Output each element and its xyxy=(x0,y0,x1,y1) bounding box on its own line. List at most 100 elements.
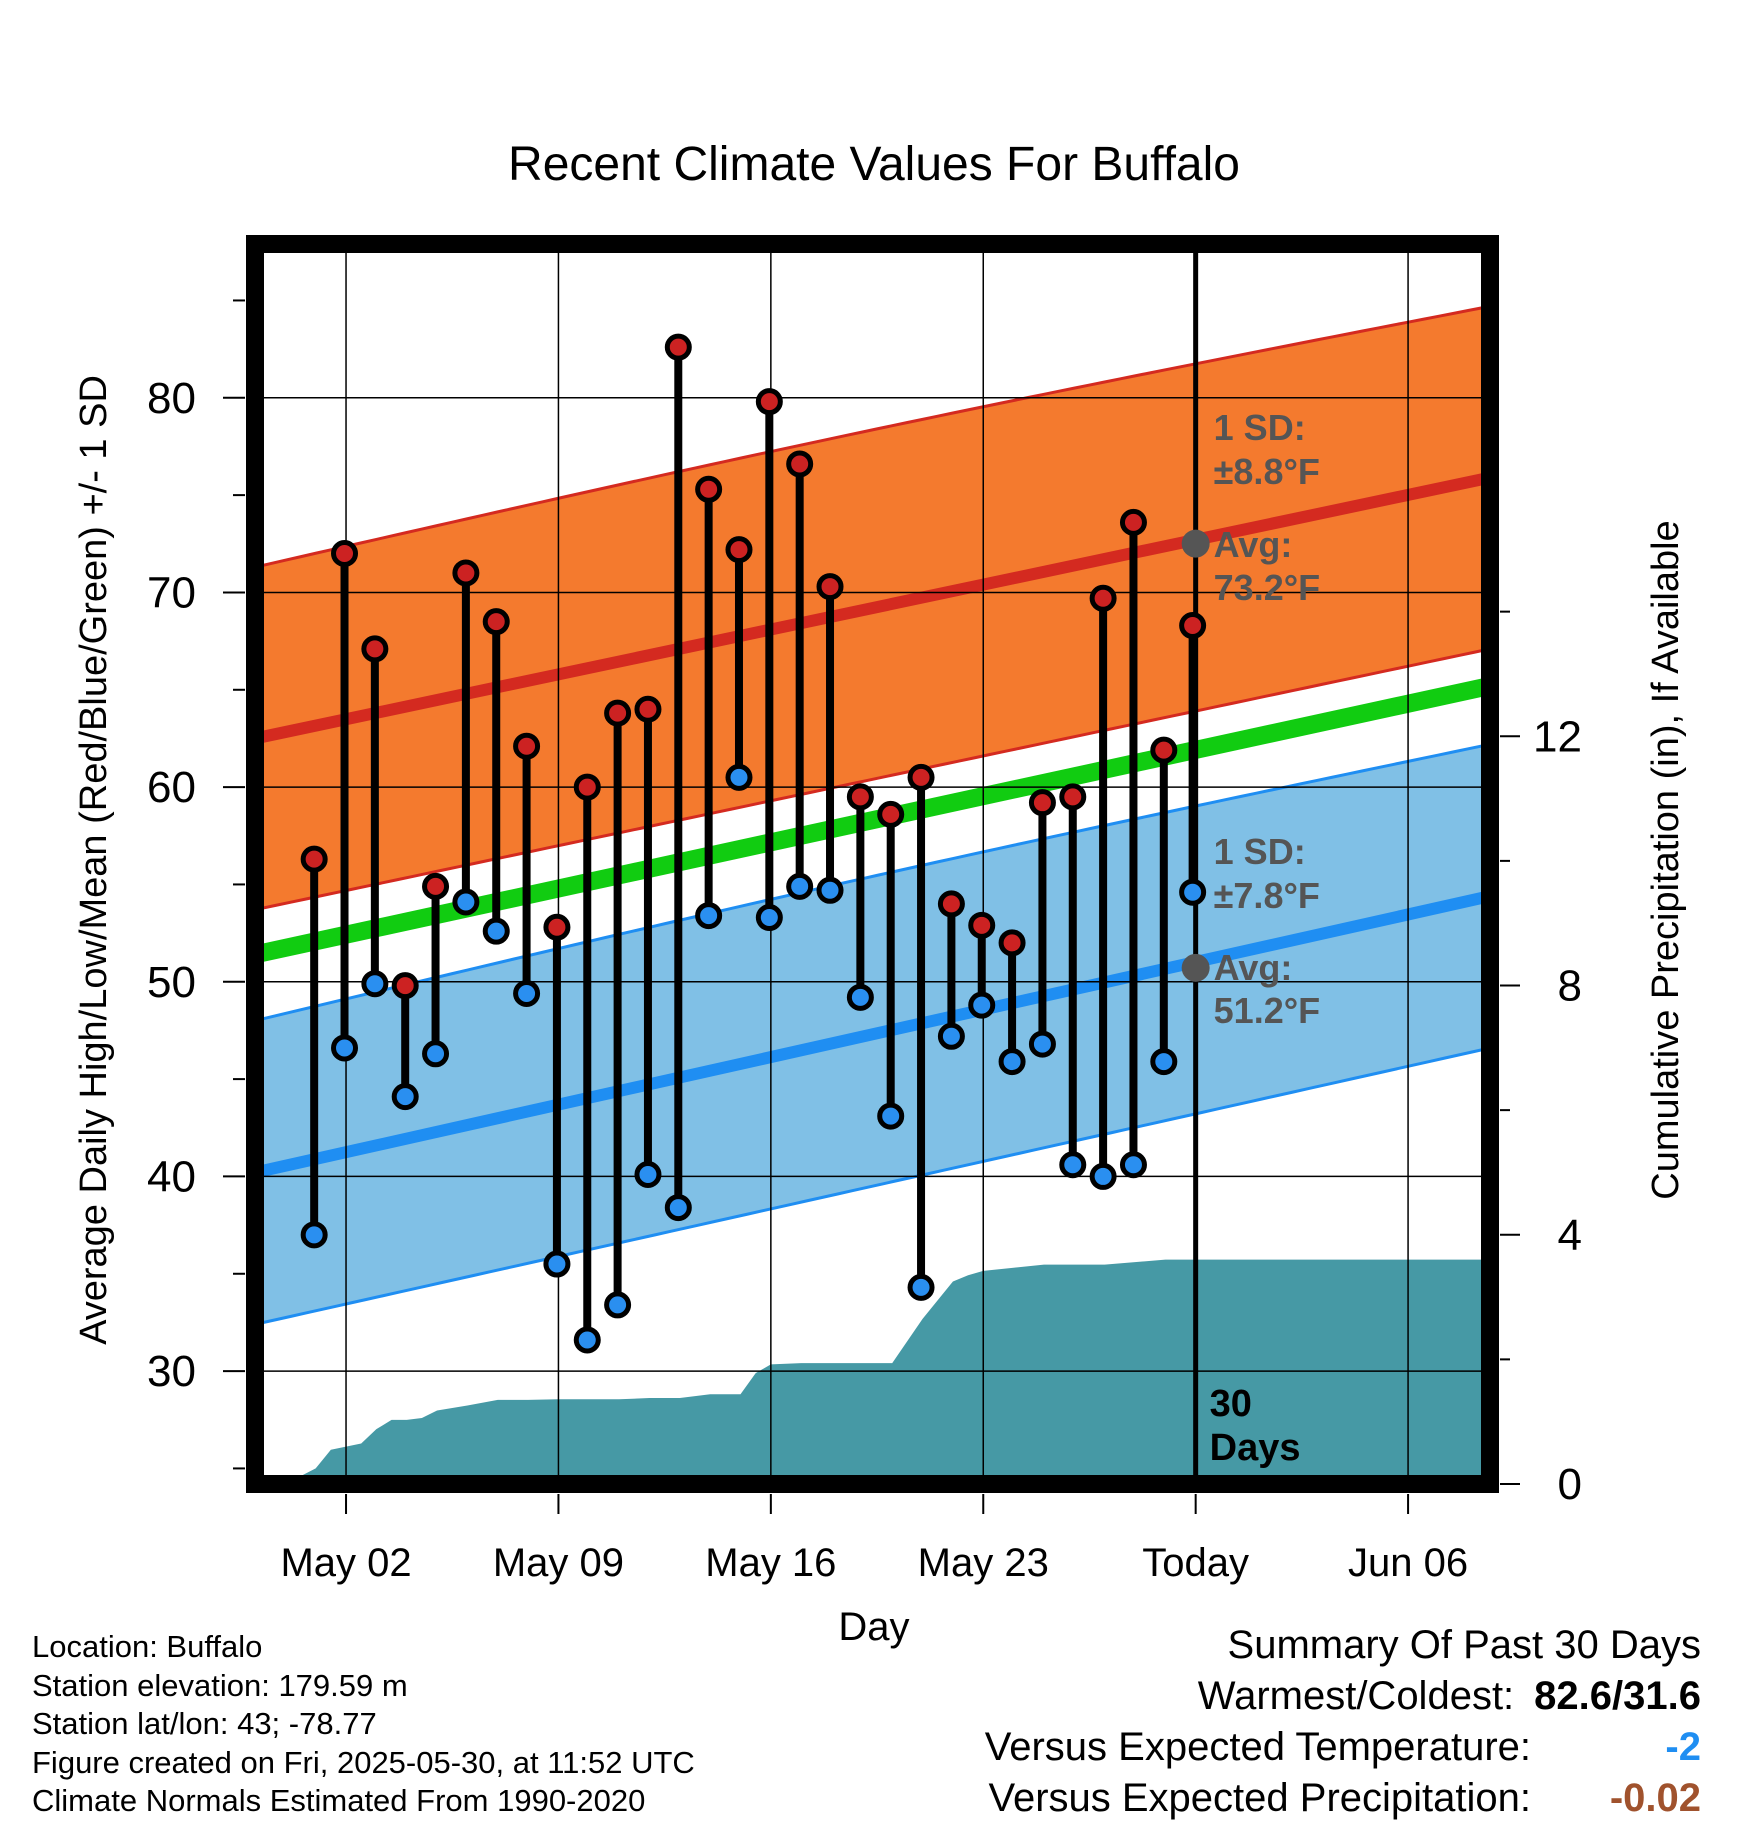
today-days-number: 30 xyxy=(1210,1383,1252,1425)
high-temp-point xyxy=(331,540,359,568)
summary-temp-row: Versus Expected Temperature: -2 xyxy=(985,1722,1701,1773)
low-temp-point xyxy=(1150,1048,1178,1076)
low-temp-point xyxy=(543,1250,571,1278)
low-sd-label: 1 SD: xyxy=(1214,831,1306,872)
y-left-axis-title: Average Daily High/Low/Mean (Red/Blue/Gr… xyxy=(73,375,115,1345)
high-temp-point xyxy=(1089,584,1117,612)
high-temp-point xyxy=(573,773,601,801)
x-tick-label: May 02 xyxy=(280,1541,411,1585)
low-temp-point xyxy=(452,888,480,916)
y-left-tick-label: 70 xyxy=(147,568,196,617)
low-sd-value: ±7.8°F xyxy=(1214,875,1320,916)
high-temp-point xyxy=(755,388,783,416)
y-left-tick-label: 40 xyxy=(147,1152,196,1201)
low-temp-point xyxy=(1028,1030,1056,1058)
high-temp-point xyxy=(937,890,965,918)
low-temp-point xyxy=(361,970,389,998)
high-temp-point xyxy=(634,695,662,723)
high-sd-value: ±8.8°F xyxy=(1214,451,1320,492)
low-temp-point xyxy=(1059,1151,1087,1179)
location-text: Location: Buffalo xyxy=(32,1629,263,1664)
high-temp-point xyxy=(846,783,874,811)
low-temp-point xyxy=(725,763,753,791)
elevation-text: Station elevation: 179.59 m xyxy=(32,1667,408,1703)
today-high-avg-marker xyxy=(1181,529,1210,558)
high-temp-point xyxy=(664,333,692,361)
y-left-tick-label: 80 xyxy=(147,374,196,423)
low-temp-point xyxy=(1089,1162,1117,1190)
high-temp-point xyxy=(695,475,723,503)
low-temp-point xyxy=(755,904,783,932)
low-temp-point xyxy=(786,872,814,900)
today-days-word: Days xyxy=(1210,1427,1301,1469)
high-temp-point xyxy=(300,845,328,873)
summary-warmest-row: Warmest/Coldest: 82.6/31.6 xyxy=(985,1671,1701,1722)
plot-area xyxy=(255,244,1490,1484)
high-temp-point xyxy=(543,913,571,941)
low-temp-point xyxy=(907,1273,935,1301)
low-temp-point xyxy=(998,1048,1026,1076)
high-temp-point xyxy=(998,929,1026,957)
low-temp-point xyxy=(604,1291,632,1319)
normals-text: Climate Normals Estimated From 1990-2020 xyxy=(32,1783,646,1818)
low-temp-point xyxy=(573,1326,601,1354)
x-tick-label: May 16 xyxy=(705,1541,836,1585)
y-right-tick-label: 4 xyxy=(1558,1211,1582,1260)
high-avg-label: Avg: xyxy=(1214,524,1293,565)
warmest-value: 82.6/31.6 xyxy=(1534,1674,1701,1718)
low-temp-point xyxy=(331,1034,359,1062)
low-temp-point xyxy=(846,983,874,1011)
chart-title: Recent Climate Values For Buffalo xyxy=(508,138,1240,191)
high-temp-point xyxy=(786,450,814,478)
high-temp-point xyxy=(1150,736,1178,764)
y-right-tick-label: 12 xyxy=(1533,712,1582,761)
latlon-text: Station lat/lon: 43; -78.77 xyxy=(32,1706,377,1741)
summary-title: Summary Of Past 30 Days xyxy=(1227,1623,1701,1667)
low-temp-point xyxy=(513,979,541,1007)
high-temp-point xyxy=(1028,789,1056,817)
low-temp-point xyxy=(816,876,844,904)
summary-precip-row: Versus Expected Precipitation: -0.02 xyxy=(985,1773,1701,1824)
today-low-avg-marker xyxy=(1181,953,1210,982)
high-avg-value: 73.2°F xyxy=(1214,567,1320,608)
summary-panel: Summary Of Past 30 Days Warmest/Coldest:… xyxy=(985,1620,1701,1824)
low-avg-value: 51.2°F xyxy=(1214,990,1320,1031)
low-avg-label: Avg: xyxy=(1214,947,1293,988)
high-temp-point xyxy=(725,536,753,564)
low-temp-point xyxy=(1119,1151,1147,1179)
high-temp-point xyxy=(361,635,389,663)
high-temp-point xyxy=(907,763,935,791)
y-left-tick-label: 30 xyxy=(147,1347,196,1396)
high-temp-point xyxy=(452,559,480,587)
x-tick-label: Today xyxy=(1142,1541,1249,1585)
high-temp-point xyxy=(816,573,844,601)
low-avg-line xyxy=(255,890,1490,1179)
high-temp-point xyxy=(482,608,510,636)
x-axis-title: Day xyxy=(838,1605,909,1649)
y-left-tick-label: 50 xyxy=(147,958,196,1007)
high-temp-point xyxy=(422,872,450,900)
low-temp-point xyxy=(877,1102,905,1130)
plot-frame xyxy=(246,235,1499,1493)
temp-value: -2 xyxy=(1665,1725,1701,1769)
low-temp-point xyxy=(1179,878,1207,906)
low-temp-point xyxy=(634,1160,662,1188)
y-right-tick-label: 8 xyxy=(1558,962,1582,1011)
x-tick-label: May 23 xyxy=(918,1541,1049,1585)
low-temp-point xyxy=(695,902,723,930)
temp-label: Versus Expected Temperature: xyxy=(984,1725,1531,1769)
station-info: Location: Buffalo Station elevation: 179… xyxy=(32,1628,695,1821)
low-temp-point xyxy=(422,1040,450,1068)
low-temp-point xyxy=(391,1083,419,1111)
high-temp-point xyxy=(877,800,905,828)
x-tick-label: Jun 06 xyxy=(1348,1541,1468,1585)
created-text: Figure created on Fri, 2025-05-30, at 11… xyxy=(32,1744,695,1780)
low-temp-point xyxy=(937,1022,965,1050)
high-temp-point xyxy=(391,972,419,1000)
high-temp-point xyxy=(1179,612,1207,640)
precip-value: -0.02 xyxy=(1609,1776,1701,1820)
y-right-tick-label: 0 xyxy=(1558,1460,1582,1509)
high-temp-point xyxy=(968,911,996,939)
high-temp-point xyxy=(513,732,541,760)
high-temp-point xyxy=(1059,783,1087,811)
